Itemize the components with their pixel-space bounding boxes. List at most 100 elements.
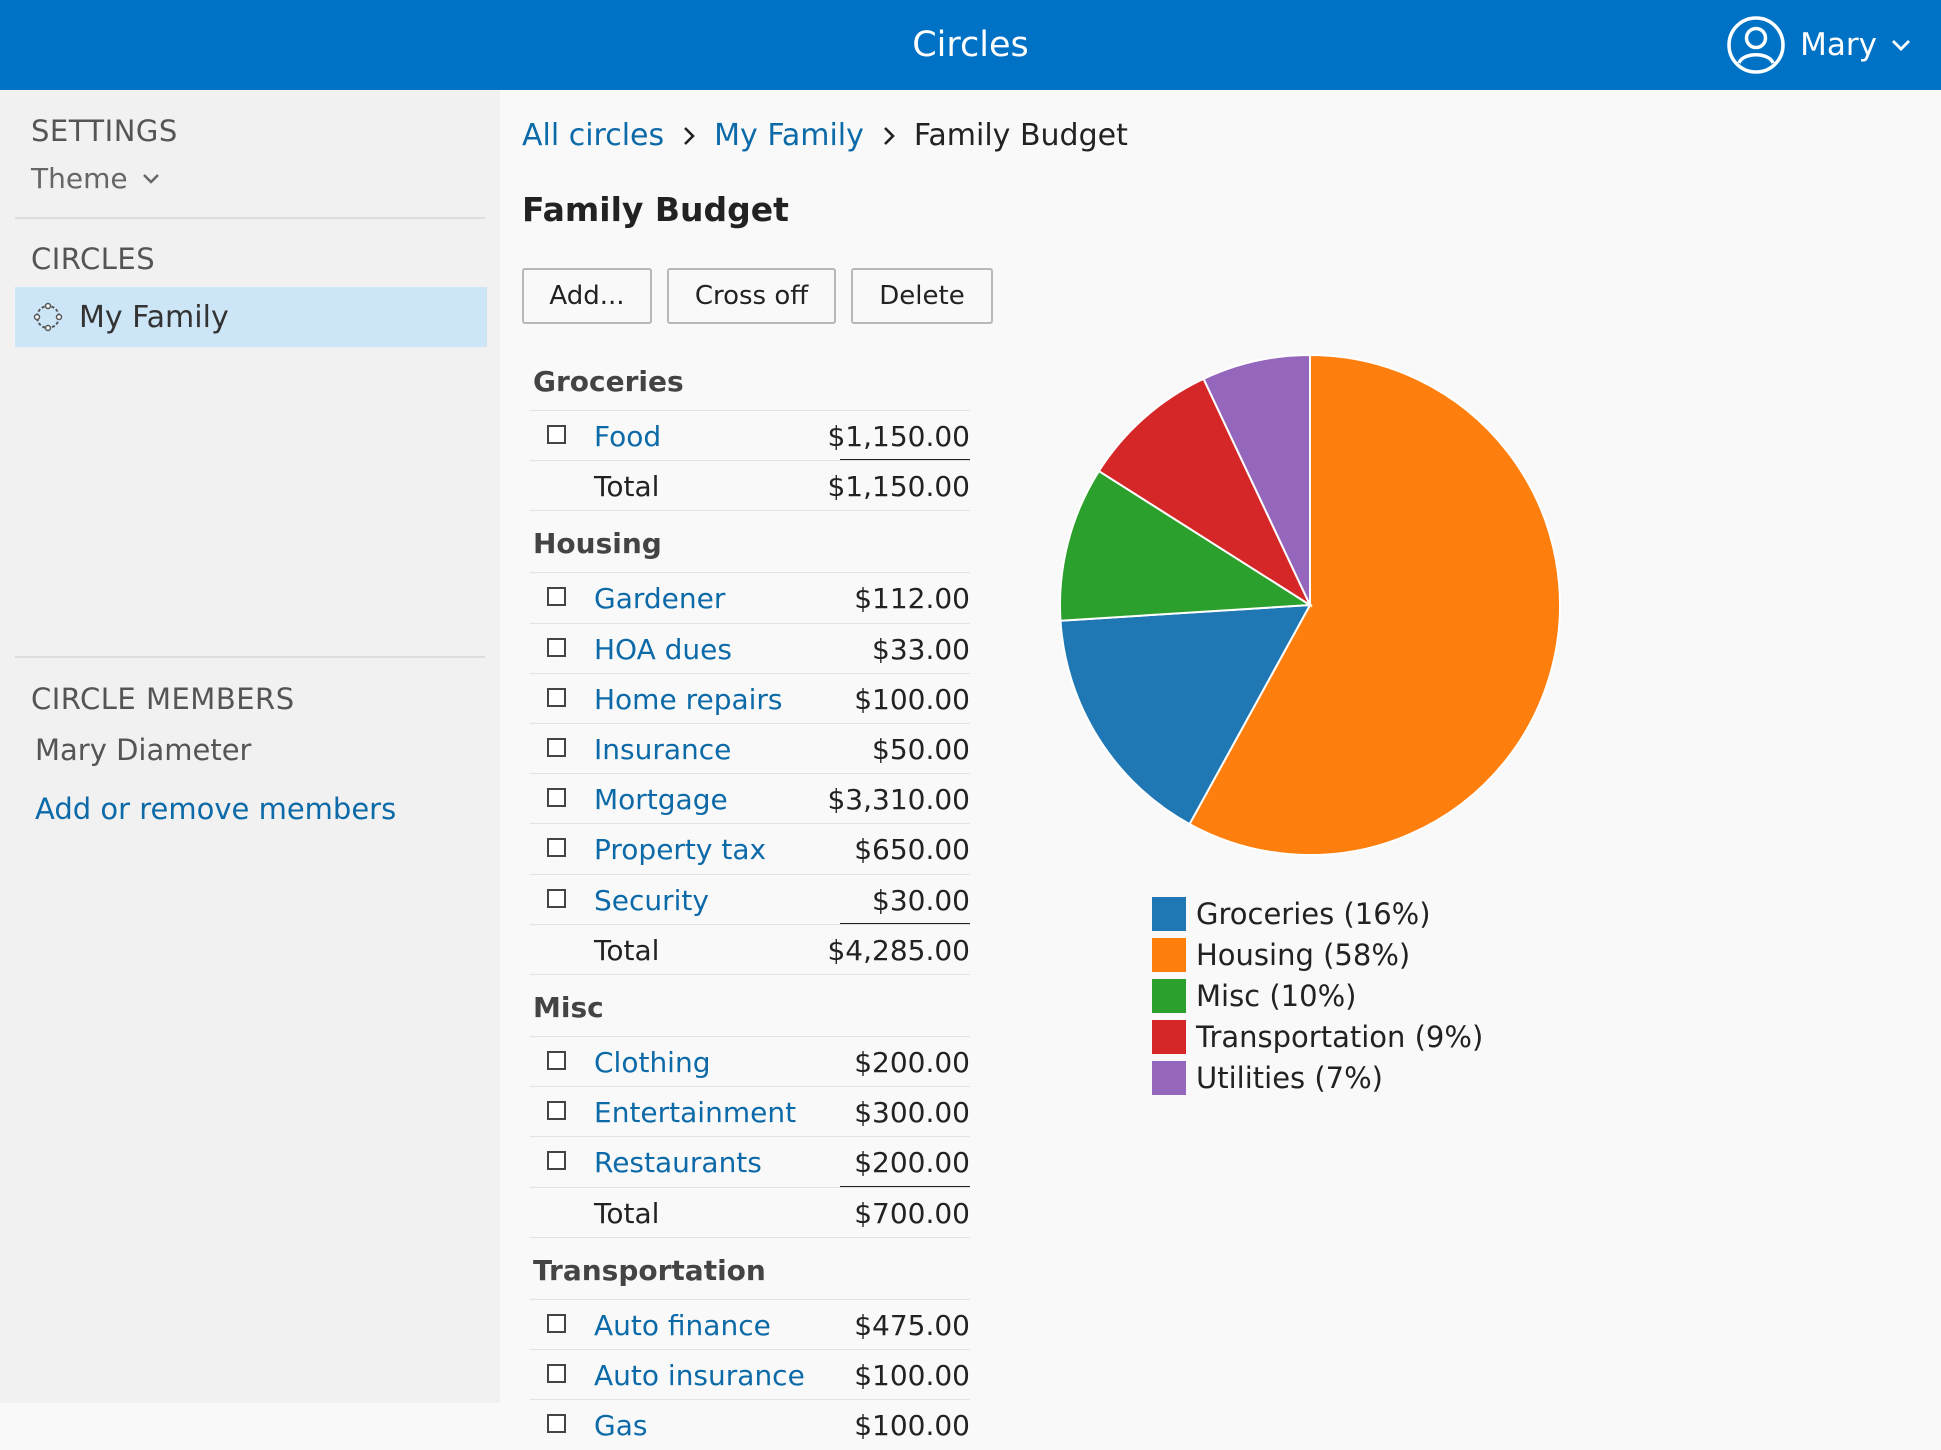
legend-label: Housing (58%) [1196,937,1411,972]
legend-item: Groceries (16%) [1152,893,1483,934]
top-bar: Circles Mary [0,0,1941,90]
sidebar: SETTINGS Theme CIRCLES My Family CIRCLE … [0,90,500,1403]
total-amount: $700.00 [854,1196,970,1230]
budget-item-row[interactable]: Food $1,150.00 [530,410,970,461]
budget-item-row[interactable]: Gas $100.00 [530,1399,970,1450]
legend-label: Misc (10%) [1196,978,1357,1013]
item-name-link[interactable]: Gardener [594,582,726,616]
item-name-link[interactable]: Security [594,883,709,917]
page-title: Family Budget [522,190,789,229]
item-name-link[interactable]: Insurance [594,733,732,766]
breadcrumb-all-circles[interactable]: All circles [522,118,665,153]
item-amount: $300.00 [854,1096,970,1130]
item-amount: $3,310.00 [827,783,970,817]
item-name-link[interactable]: Property tax [594,833,767,867]
item-checkbox[interactable] [547,788,566,808]
budget-item-row[interactable]: Entertainment $300.00 [530,1086,970,1137]
user-menu[interactable]: Mary [1726,14,1911,76]
item-checkbox[interactable] [547,838,566,858]
legend-swatch [1152,1019,1186,1054]
item-name-link[interactable]: Auto finance [594,1308,771,1342]
legend-swatch [1152,978,1186,1013]
budget-item-row[interactable]: HOA dues $33.00 [530,622,970,674]
theme-dropdown[interactable]: Theme [31,162,160,195]
cross-off-button[interactable]: Cross off [667,268,836,324]
settings-heading: SETTINGS [31,114,178,148]
budget-item-row[interactable]: Gardener $112.00 [530,572,970,623]
item-name-link[interactable]: HOA dues [594,632,732,666]
chevron-right-icon [684,126,695,145]
item-name-link[interactable]: Gas [594,1409,648,1443]
budget-item-row[interactable]: Home repairs $100.00 [530,672,970,724]
item-name-link[interactable]: Mortgage [594,783,728,817]
item-amount: $1,150.00 [827,420,970,453]
total-amount: $1,150.00 [827,470,970,504]
item-checkbox[interactable] [547,888,566,908]
item-checkbox[interactable] [547,1414,566,1434]
pie-slice-groceries [1059,603,1312,826]
add-remove-members-link[interactable]: Add or remove members [35,792,397,826]
legend-item: Housing (58%) [1152,934,1483,975]
item-checkbox[interactable] [547,425,566,444]
category-heading: Housing [533,527,662,561]
item-name-link[interactable]: Home repairs [594,682,783,716]
item-amount: $112.00 [854,582,970,616]
item-name-link[interactable]: Auto insurance [594,1359,805,1392]
item-checkbox[interactable] [547,738,566,757]
item-checkbox[interactable] [547,687,566,707]
item-amount: $200.00 [854,1046,970,1079]
item-name-link[interactable]: Food [594,420,662,453]
budget-pie-chart [1059,353,1561,856]
pie-slice-housing [1188,353,1561,856]
sidebar-divider [15,217,485,219]
sidebar-divider [15,656,485,658]
budget-item-row[interactable]: Auto finance $475.00 [530,1298,970,1350]
budget-item-row[interactable]: Property tax $650.00 [530,823,970,874]
budget-item-row[interactable]: Restaurants $200.00 [530,1136,970,1187]
item-name-link[interactable]: Clothing [594,1046,711,1079]
item-checkbox[interactable] [547,587,566,607]
add-button[interactable]: Add... [522,268,652,324]
chart-legend: Groceries (16%) Housing (58%) Misc (10%) Tr… [1152,893,1483,1098]
budget-item-row[interactable]: Insurance $50.00 [530,723,970,774]
item-checkbox[interactable] [547,1313,566,1333]
legend-item: Utilities (7%) [1152,1057,1483,1098]
budget-item-row[interactable]: Auto insurance $100.00 [530,1349,970,1400]
item-checkbox[interactable] [547,1364,566,1383]
sidebar-item-my-family[interactable]: My Family [15,287,487,347]
item-amount: $33.00 [872,632,970,666]
item-amount: $100.00 [854,1359,970,1392]
delete-button[interactable]: Delete [851,268,993,324]
item-amount: $100.00 [854,682,970,716]
circle-members-heading: CIRCLE MEMBERS [31,682,295,716]
item-checkbox[interactable] [547,1051,566,1070]
item-checkbox[interactable] [547,637,566,657]
category-total-row: Total $1,150.00 [530,460,970,511]
item-checkbox[interactable] [547,1151,566,1171]
legend-swatch [1152,937,1186,972]
app-title: Circles [912,25,1029,65]
category-total-row: Total $700.00 [530,1186,970,1238]
item-amount: $650.00 [854,833,970,867]
budget-item-row[interactable]: Security $30.00 [530,873,970,925]
budget-item-row[interactable]: Mortgage $3,310.00 [530,773,970,824]
category-heading: Misc [533,991,604,1024]
pie-slice-misc [1059,469,1314,622]
legend-item: Transportation (9%) [1152,1016,1483,1057]
budget-item-row[interactable]: Clothing $200.00 [530,1036,970,1087]
row-divider [530,974,970,975]
pie-slice-utilities [1202,353,1311,606]
chevron-down-icon [142,173,159,184]
item-amount: $100.00 [854,1409,970,1443]
row-divider [530,510,970,512]
item-checkbox[interactable] [547,1101,566,1121]
legend-swatch [1152,896,1186,931]
total-label: Total [594,1196,660,1230]
breadcrumb-current: Family Budget [913,118,1128,153]
item-name-link[interactable]: Restaurants [594,1146,762,1180]
item-name-link[interactable]: Entertainment [594,1096,797,1130]
breadcrumb-my-family[interactable]: My Family [714,118,864,153]
row-divider [530,1236,970,1238]
total-label: Total [594,933,660,967]
item-amount: $475.00 [854,1308,970,1342]
